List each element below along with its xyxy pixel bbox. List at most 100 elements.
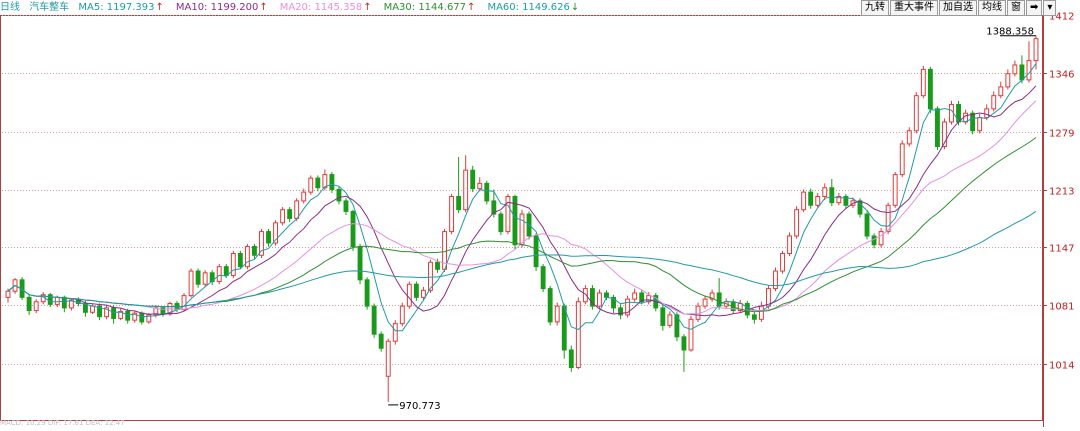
ma-legend-item: MA30: 1144.677↑	[383, 2, 476, 13]
candle	[252, 243, 257, 259]
candle	[758, 301, 764, 322]
candle	[604, 290, 609, 300]
period-label: 日线	[0, 2, 20, 13]
y-tick-label: 1412	[1049, 12, 1074, 23]
y-tick-label: 1014	[1049, 361, 1074, 372]
candle	[266, 228, 271, 247]
candle	[329, 171, 335, 194]
candle	[632, 288, 638, 302]
candle	[287, 207, 293, 222]
candle	[413, 281, 419, 301]
arrow-up-icon: ↑	[363, 2, 372, 13]
candle	[371, 303, 377, 338]
candle	[470, 165, 476, 193]
candle	[336, 186, 342, 205]
candle	[315, 175, 321, 192]
arrow-up-icon: ↑	[467, 2, 476, 13]
arrow-right-icon[interactable]: ➡	[1026, 0, 1043, 16]
candle	[639, 290, 645, 305]
y-tick-label: 1279	[1049, 129, 1074, 140]
high-annotation: 1388.358	[986, 27, 1034, 38]
candle	[104, 305, 110, 320]
candle	[280, 207, 286, 226]
candle	[618, 304, 624, 320]
candle	[899, 140, 905, 178]
candle	[794, 206, 800, 239]
candle	[871, 233, 877, 249]
candle	[984, 104, 990, 121]
candle	[392, 320, 398, 345]
candle	[202, 270, 208, 287]
candle	[709, 289, 715, 302]
candle	[259, 228, 264, 258]
candle	[787, 232, 792, 257]
candle	[808, 188, 814, 209]
candle	[1005, 69, 1011, 90]
candle	[237, 250, 243, 270]
ma-settings-button[interactable]: 均线	[978, 0, 1006, 16]
ma10-line	[7, 85, 1037, 317]
candle	[97, 303, 102, 321]
candle	[449, 193, 455, 235]
candle	[554, 302, 560, 326]
candle	[695, 302, 701, 322]
candle	[195, 268, 201, 288]
candle	[301, 188, 307, 204]
arrow-down-icon: ↓	[570, 2, 580, 13]
major-events-button[interactable]: 重大事件	[890, 0, 938, 16]
candle	[885, 202, 891, 235]
candle	[406, 281, 412, 309]
index-name: 汽车整车	[29, 2, 70, 13]
candle	[47, 292, 53, 308]
candle	[420, 286, 426, 300]
candle	[991, 91, 997, 112]
candle	[568, 345, 574, 372]
candle	[843, 193, 849, 209]
candle	[385, 338, 391, 402]
chevron-down-icon[interactable]: ▾	[1043, 0, 1057, 16]
candle	[836, 193, 842, 206]
candle	[125, 308, 131, 324]
indicator-strip: MACD: 10.29 DIF: 17.61 DEA: 12.47	[0, 420, 125, 427]
candle	[308, 175, 314, 195]
candle	[927, 66, 933, 114]
candle	[343, 198, 349, 215]
nine-turn-button[interactable]: 九转	[861, 0, 889, 16]
candle	[688, 315, 694, 352]
add-watchlist-button[interactable]: 加自选	[939, 0, 977, 16]
candle	[188, 268, 194, 298]
candle	[364, 277, 370, 310]
candle	[667, 311, 673, 329]
candle	[780, 250, 785, 274]
candle	[357, 243, 363, 285]
candle	[913, 92, 919, 134]
window-button[interactable]: 窗	[1007, 0, 1025, 16]
candle	[589, 285, 595, 310]
candle	[681, 334, 687, 372]
candle	[547, 285, 553, 326]
ma5-line	[7, 63, 1037, 332]
candle	[801, 189, 807, 213]
y-tick-label: 1213	[1049, 187, 1074, 198]
candle	[484, 180, 490, 205]
arrow-up-icon: ↑	[259, 2, 268, 13]
candle	[378, 331, 384, 352]
candle	[575, 297, 581, 370]
candle	[625, 295, 631, 318]
candle	[864, 211, 870, 240]
ma60-line	[7, 210, 1037, 308]
candle	[33, 299, 39, 314]
ma-legend: 日线 汽车整车 MA5: 1197.393↑ MA10: 1199.200↑ MA2…	[0, 0, 597, 16]
candle	[244, 243, 250, 270]
ma-legend-item: MA10: 1199.200↑	[175, 2, 268, 13]
candle	[146, 313, 152, 324]
chart-toolbar: 九转 重大事件 加自选 均线 窗 ➡ ▾	[860, 0, 1057, 16]
candle	[505, 193, 511, 235]
candle	[230, 250, 236, 279]
candle	[998, 81, 1004, 99]
candle	[829, 178, 835, 207]
candle	[273, 220, 278, 246]
arrow-up-icon: ↑	[155, 2, 164, 13]
